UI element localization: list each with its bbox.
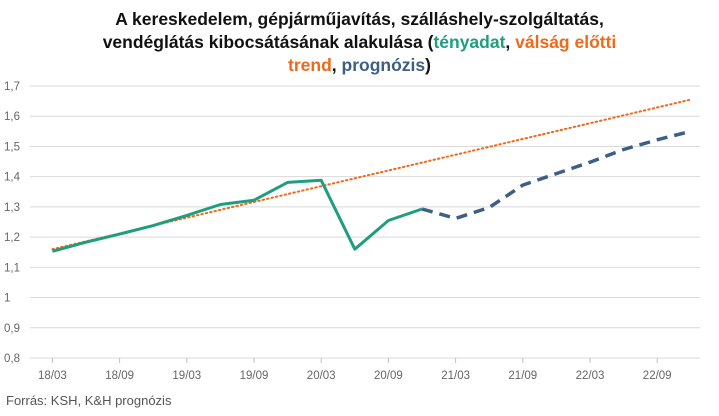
x-tick-label: 21/03 [441, 370, 470, 382]
y-tick-label: 0,9 [4, 323, 20, 335]
y-axis-ticks: 0,8 0,9 1 1,1 1,2 1,3 1,4 1,5 1,6 1,7 [4, 81, 21, 365]
legend-actual: tényadat [433, 32, 506, 52]
legend-trend-part-2: trend [288, 55, 332, 75]
title-close: ) [425, 55, 431, 75]
y-tick-label: 1,2 [4, 232, 20, 244]
title-line-2: vendéglátás kibocsátásának alakulása (té… [0, 31, 719, 54]
series-line-dashed [421, 129, 692, 221]
y-tick-label: 1,1 [4, 262, 20, 274]
title-separator-2: , [331, 55, 342, 75]
x-tick-label: 19/09 [240, 370, 269, 382]
x-tick-label: 18/03 [38, 370, 67, 382]
chart-title: A kereskedelem, gépjárműjavítás, szállás… [0, 8, 719, 77]
x-tick-label: 22/03 [576, 370, 605, 382]
title-main-part: vendéglátás kibocsátásának alakulása ( [102, 32, 434, 52]
y-tick-label: 1,4 [4, 172, 21, 184]
title-separator-1: , [505, 32, 516, 52]
x-tick-label: 19/03 [172, 370, 201, 382]
y-tick-label: 1,6 [4, 111, 20, 123]
x-tick-label: 18/09 [105, 370, 134, 382]
legend-forecast: prognózis [341, 55, 426, 75]
x-tick-label: 20/09 [374, 370, 403, 382]
series-lines [51, 98, 692, 253]
y-tick-label: 0,8 [4, 353, 20, 365]
source-note: Forrás: KSH, K&H prognózis [6, 393, 172, 408]
legend-trend-part-1: válság előtti [515, 32, 617, 52]
gridlines [30, 85, 700, 359]
x-tick-label: 21/09 [508, 370, 537, 382]
series-line-solid [52, 178, 423, 253]
y-tick-label: 1,5 [4, 141, 20, 153]
y-tick-label: 1 [4, 293, 10, 305]
x-tick-label: 22/09 [643, 370, 672, 382]
title-line-3: trend, prognózis) [0, 54, 719, 77]
title-line-1: A kereskedelem, gépjárműjavítás, szállás… [115, 9, 604, 29]
x-axis-ticks: 18/03 18/09 19/03 19/09 20/03 20/09 21/03 21/09… [38, 358, 672, 382]
x-tick-label: 20/03 [307, 370, 336, 382]
y-tick-label: 1,7 [4, 81, 20, 93]
y-tick-label: 1,3 [4, 202, 20, 214]
